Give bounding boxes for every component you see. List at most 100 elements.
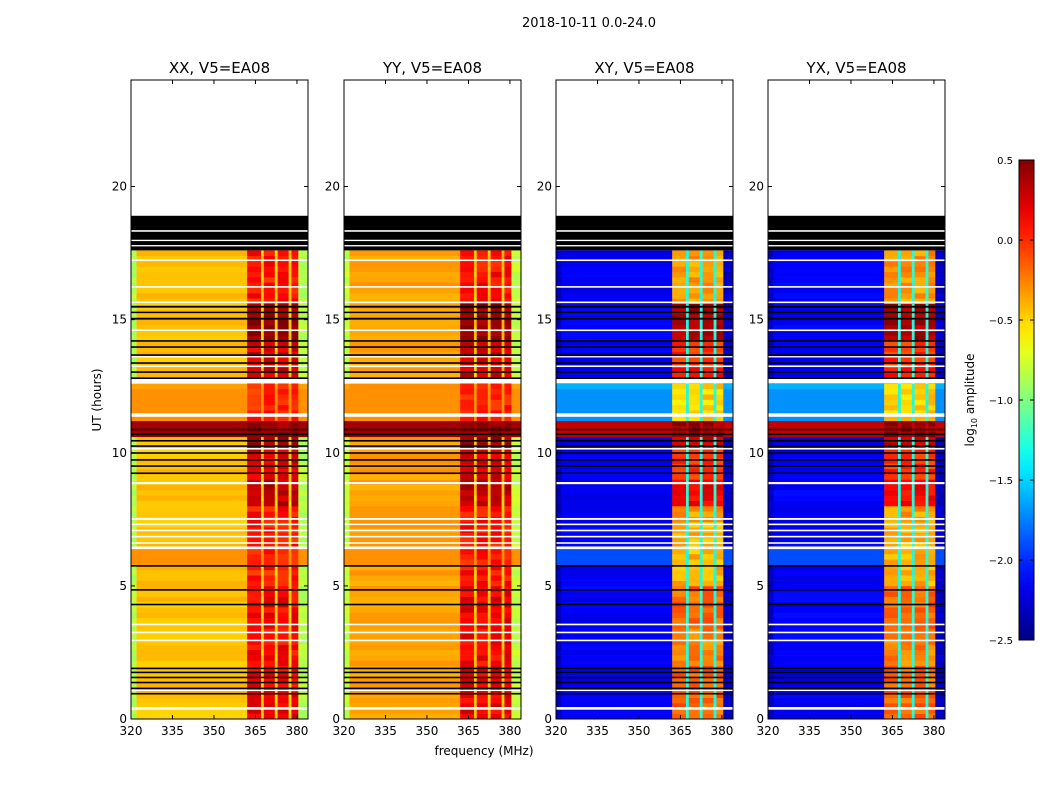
heatmap-cell [263,548,276,555]
heatmap-cell [716,367,724,374]
heatmap-cell [487,298,491,304]
heatmap-cell [556,447,562,454]
heatmap-cell [473,692,478,698]
heatmap-cell [476,293,489,299]
heatmap-cell [556,532,562,539]
heatmap-cell [344,649,350,656]
heatmap-cell [935,399,946,406]
heatmap-cell [504,553,512,560]
heatmap-cell [291,287,299,294]
heatmap-cell [511,607,522,613]
heatmap-cell [699,511,703,517]
heatmap-cell [773,553,885,560]
flagged-row [556,346,733,348]
heatmap-cell [460,490,475,496]
flagged-row [556,354,733,356]
heatmap-cell [702,447,714,454]
heatmap-cell [925,340,929,347]
heatmap-cell [298,490,309,496]
heatmap-cell [473,575,478,581]
heatmap-cell [713,335,717,342]
heatmap-cell [897,500,902,507]
heatmap-cell [476,559,489,565]
heatmap-cell [911,314,915,320]
heatmap-cell [291,559,299,565]
heatmap-cell [672,420,687,427]
heatmap-cell [561,399,673,406]
heatmap-cell [476,553,489,560]
heatmap-cell [561,415,673,422]
heatmap-cell [490,660,502,667]
heatmap-cell [344,671,350,677]
heatmap-cell [561,293,673,299]
heatmap-cell [702,633,714,640]
heatmap-cell [556,490,562,496]
flagged-row [768,362,945,364]
heatmap-cell [935,660,946,667]
heatmap-cell [511,655,522,661]
heatmap-cell [277,543,289,549]
heatmap-cell [274,628,278,635]
heatmap-cell [702,591,714,597]
heatmap-cell [723,655,734,661]
heatmap-cell [914,591,926,597]
heatmap-cell [713,644,717,651]
heatmap-cell [501,575,505,581]
heatmap-cell [263,335,276,342]
heatmap-cell [349,676,461,683]
heatmap-cell [897,255,902,262]
heatmap-cell [897,372,902,379]
heatmap-cell [723,287,734,294]
heatmap-cell [344,372,350,379]
heatmap-cell [688,282,701,288]
flagged-row [131,692,308,695]
heatmap-cell [672,596,687,603]
heatmap-cell [702,399,714,406]
heatmap-cell [344,362,350,368]
heatmap-cell [925,569,929,576]
heatmap-cell [914,543,926,549]
heatmap-cell [277,394,289,400]
heatmap-cell [911,372,915,379]
heatmap-cell [685,298,690,304]
heatmap-cell [291,404,299,411]
heatmap-cell [928,607,936,613]
heatmap-cell [490,553,502,560]
missing-data-row [556,546,733,550]
heatmap-cell [561,671,673,677]
heatmap-cell [713,410,717,416]
heatmap-cell [928,298,936,304]
heatmap-cell [911,607,915,613]
heatmap-cell [274,367,278,374]
heatmap-cell [768,548,774,555]
missing-data-row [556,707,733,710]
heatmap-cell [768,324,774,331]
flagged-row [768,681,945,684]
heatmap-cell [914,703,926,709]
heatmap-cell [274,298,278,304]
heatmap-cell [131,591,137,597]
heatmap-cell [136,436,248,443]
heatmap-cell [911,490,915,496]
heatmap-cell [131,655,137,661]
heatmap-cell [685,697,690,704]
heatmap-cell [768,474,774,480]
heatmap-cell [291,553,299,560]
heatmap-cell [490,569,502,576]
heatmap-cell [911,623,915,629]
heatmap-cell [136,388,248,395]
heatmap-cell [556,346,562,352]
heatmap-cell [897,607,902,613]
heatmap-cell [291,282,299,288]
heatmap-cell [263,314,276,320]
heatmap-cell [476,474,489,480]
heatmap-cell [263,271,276,278]
heatmap-cell [349,468,461,475]
heatmap-cell [511,335,522,342]
heatmap-cell [504,420,512,427]
y-tick-label: 15 [537,313,552,327]
heatmap-cell [504,255,512,262]
heatmap-cell [247,410,262,416]
heatmap-cell [914,569,926,576]
heatmap-cell [884,511,899,517]
